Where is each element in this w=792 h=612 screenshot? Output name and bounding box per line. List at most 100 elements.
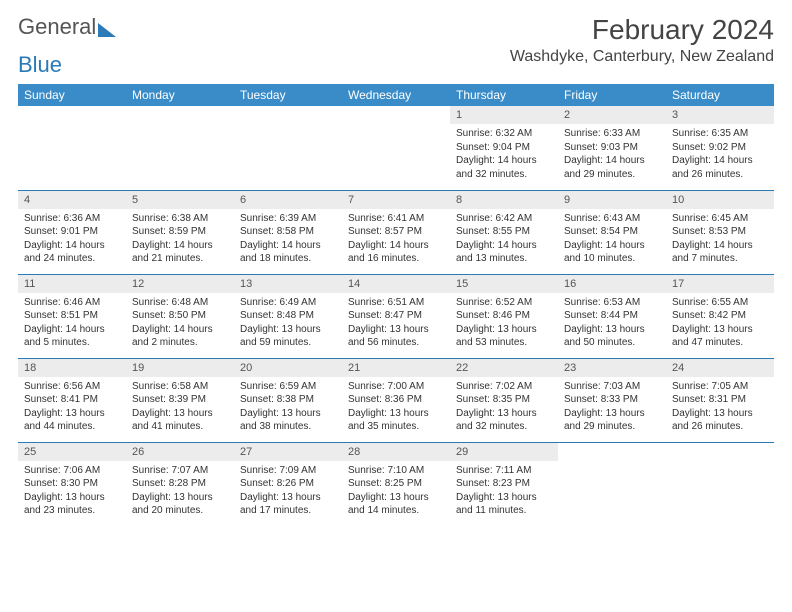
- day-number: 18: [18, 359, 126, 377]
- calendar-day-cell: 24Sunrise: 7:05 AMSunset: 8:31 PMDayligh…: [666, 358, 774, 442]
- day-number: 4: [18, 191, 126, 209]
- day-details: Sunrise: 6:42 AMSunset: 8:55 PMDaylight:…: [450, 209, 558, 270]
- day-details: Sunrise: 7:05 AMSunset: 8:31 PMDaylight:…: [666, 377, 774, 438]
- calendar-week-row: 25Sunrise: 7:06 AMSunset: 8:30 PMDayligh…: [18, 442, 774, 526]
- day-number: 29: [450, 443, 558, 461]
- calendar-day-cell: 5Sunrise: 6:38 AMSunset: 8:59 PMDaylight…: [126, 190, 234, 274]
- day-number: 1: [450, 106, 558, 124]
- calendar-day-cell: 1Sunrise: 6:32 AMSunset: 9:04 PMDaylight…: [450, 106, 558, 190]
- calendar-day-cell: 20Sunrise: 6:59 AMSunset: 8:38 PMDayligh…: [234, 358, 342, 442]
- calendar-day-cell: 25Sunrise: 7:06 AMSunset: 8:30 PMDayligh…: [18, 442, 126, 526]
- calendar-day-cell: 11Sunrise: 6:46 AMSunset: 8:51 PMDayligh…: [18, 274, 126, 358]
- day-details: Sunrise: 6:39 AMSunset: 8:58 PMDaylight:…: [234, 209, 342, 270]
- day-details: Sunrise: 6:55 AMSunset: 8:42 PMDaylight:…: [666, 293, 774, 354]
- day-number: 27: [234, 443, 342, 461]
- day-number: 22: [450, 359, 558, 377]
- day-details: Sunrise: 7:11 AMSunset: 8:23 PMDaylight:…: [450, 461, 558, 522]
- day-header: Monday: [126, 84, 234, 106]
- day-header: Sunday: [18, 84, 126, 106]
- day-details: Sunrise: 6:38 AMSunset: 8:59 PMDaylight:…: [126, 209, 234, 270]
- calendar-day-cell: 9Sunrise: 6:43 AMSunset: 8:54 PMDaylight…: [558, 190, 666, 274]
- calendar-day-cell: .....: [558, 442, 666, 526]
- day-number: 10: [666, 191, 774, 209]
- day-number: 12: [126, 275, 234, 293]
- calendar-week-row: 4Sunrise: 6:36 AMSunset: 9:01 PMDaylight…: [18, 190, 774, 274]
- day-number: 25: [18, 443, 126, 461]
- day-number: 21: [342, 359, 450, 377]
- calendar-day-cell: 15Sunrise: 6:52 AMSunset: 8:46 PMDayligh…: [450, 274, 558, 358]
- calendar-day-cell: .....: [234, 106, 342, 190]
- calendar-day-cell: 22Sunrise: 7:02 AMSunset: 8:35 PMDayligh…: [450, 358, 558, 442]
- day-details: Sunrise: 6:49 AMSunset: 8:48 PMDaylight:…: [234, 293, 342, 354]
- day-number: 23: [558, 359, 666, 377]
- day-number: 13: [234, 275, 342, 293]
- day-details: Sunrise: 7:07 AMSunset: 8:28 PMDaylight:…: [126, 461, 234, 522]
- calendar-day-cell: 18Sunrise: 6:56 AMSunset: 8:41 PMDayligh…: [18, 358, 126, 442]
- brand-part2: Blue: [18, 52, 62, 77]
- day-number: 11: [18, 275, 126, 293]
- calendar-week-row: ....................1Sunrise: 6:32 AMSun…: [18, 106, 774, 190]
- brand-part1: General: [18, 14, 96, 40]
- day-details: Sunrise: 6:35 AMSunset: 9:02 PMDaylight:…: [666, 124, 774, 185]
- day-details: Sunrise: 6:59 AMSunset: 8:38 PMDaylight:…: [234, 377, 342, 438]
- day-details: Sunrise: 6:32 AMSunset: 9:04 PMDaylight:…: [450, 124, 558, 185]
- calendar-day-cell: 27Sunrise: 7:09 AMSunset: 8:26 PMDayligh…: [234, 442, 342, 526]
- calendar-day-cell: 19Sunrise: 6:58 AMSunset: 8:39 PMDayligh…: [126, 358, 234, 442]
- location-text: Washdyke, Canterbury, New Zealand: [510, 48, 774, 66]
- day-details: Sunrise: 6:43 AMSunset: 8:54 PMDaylight:…: [558, 209, 666, 270]
- day-details: Sunrise: 7:03 AMSunset: 8:33 PMDaylight:…: [558, 377, 666, 438]
- calendar-day-cell: .....: [666, 442, 774, 526]
- day-number: 19: [126, 359, 234, 377]
- day-number: 28: [342, 443, 450, 461]
- day-header: Tuesday: [234, 84, 342, 106]
- calendar-day-cell: .....: [342, 106, 450, 190]
- day-header: Wednesday: [342, 84, 450, 106]
- day-number: 14: [342, 275, 450, 293]
- calendar-day-cell: 4Sunrise: 6:36 AMSunset: 9:01 PMDaylight…: [18, 190, 126, 274]
- day-details: Sunrise: 6:53 AMSunset: 8:44 PMDaylight:…: [558, 293, 666, 354]
- day-details: Sunrise: 6:33 AMSunset: 9:03 PMDaylight:…: [558, 124, 666, 185]
- day-details: Sunrise: 7:02 AMSunset: 8:35 PMDaylight:…: [450, 377, 558, 438]
- calendar-day-cell: 3Sunrise: 6:35 AMSunset: 9:02 PMDaylight…: [666, 106, 774, 190]
- calendar-day-cell: 26Sunrise: 7:07 AMSunset: 8:28 PMDayligh…: [126, 442, 234, 526]
- day-number: 24: [666, 359, 774, 377]
- calendar-day-cell: 6Sunrise: 6:39 AMSunset: 8:58 PMDaylight…: [234, 190, 342, 274]
- title-block: February 2024 Washdyke, Canterbury, New …: [510, 14, 774, 66]
- day-details: Sunrise: 6:52 AMSunset: 8:46 PMDaylight:…: [450, 293, 558, 354]
- day-details: Sunrise: 6:46 AMSunset: 8:51 PMDaylight:…: [18, 293, 126, 354]
- day-details: Sunrise: 6:58 AMSunset: 8:39 PMDaylight:…: [126, 377, 234, 438]
- day-number: 26: [126, 443, 234, 461]
- day-number: 15: [450, 275, 558, 293]
- calendar-day-cell: 12Sunrise: 6:48 AMSunset: 8:50 PMDayligh…: [126, 274, 234, 358]
- calendar-day-cell: .....: [18, 106, 126, 190]
- day-details: Sunrise: 7:00 AMSunset: 8:36 PMDaylight:…: [342, 377, 450, 438]
- day-details: Sunrise: 6:51 AMSunset: 8:47 PMDaylight:…: [342, 293, 450, 354]
- calendar-week-row: 11Sunrise: 6:46 AMSunset: 8:51 PMDayligh…: [18, 274, 774, 358]
- calendar-day-cell: 8Sunrise: 6:42 AMSunset: 8:55 PMDaylight…: [450, 190, 558, 274]
- brand-logo: General: [18, 14, 116, 40]
- calendar-day-cell: 16Sunrise: 6:53 AMSunset: 8:44 PMDayligh…: [558, 274, 666, 358]
- day-number: 7: [342, 191, 450, 209]
- day-number: 20: [234, 359, 342, 377]
- day-details: Sunrise: 6:41 AMSunset: 8:57 PMDaylight:…: [342, 209, 450, 270]
- day-details: Sunrise: 7:10 AMSunset: 8:25 PMDaylight:…: [342, 461, 450, 522]
- calendar-day-cell: 29Sunrise: 7:11 AMSunset: 8:23 PMDayligh…: [450, 442, 558, 526]
- day-details: Sunrise: 6:36 AMSunset: 9:01 PMDaylight:…: [18, 209, 126, 270]
- calendar-day-cell: 13Sunrise: 6:49 AMSunset: 8:48 PMDayligh…: [234, 274, 342, 358]
- month-title: February 2024: [510, 14, 774, 46]
- logo-triangle-icon: [98, 23, 116, 37]
- day-number: 8: [450, 191, 558, 209]
- day-header: Thursday: [450, 84, 558, 106]
- day-details: Sunrise: 6:45 AMSunset: 8:53 PMDaylight:…: [666, 209, 774, 270]
- calendar-day-cell: 28Sunrise: 7:10 AMSunset: 8:25 PMDayligh…: [342, 442, 450, 526]
- day-number: 6: [234, 191, 342, 209]
- day-header: Friday: [558, 84, 666, 106]
- calendar-body: ....................1Sunrise: 6:32 AMSun…: [18, 106, 774, 526]
- calendar-day-cell: 21Sunrise: 7:00 AMSunset: 8:36 PMDayligh…: [342, 358, 450, 442]
- day-header: Saturday: [666, 84, 774, 106]
- calendar-day-cell: 10Sunrise: 6:45 AMSunset: 8:53 PMDayligh…: [666, 190, 774, 274]
- calendar-day-cell: 14Sunrise: 6:51 AMSunset: 8:47 PMDayligh…: [342, 274, 450, 358]
- calendar-day-cell: .....: [126, 106, 234, 190]
- day-number: 3: [666, 106, 774, 124]
- day-number: 17: [666, 275, 774, 293]
